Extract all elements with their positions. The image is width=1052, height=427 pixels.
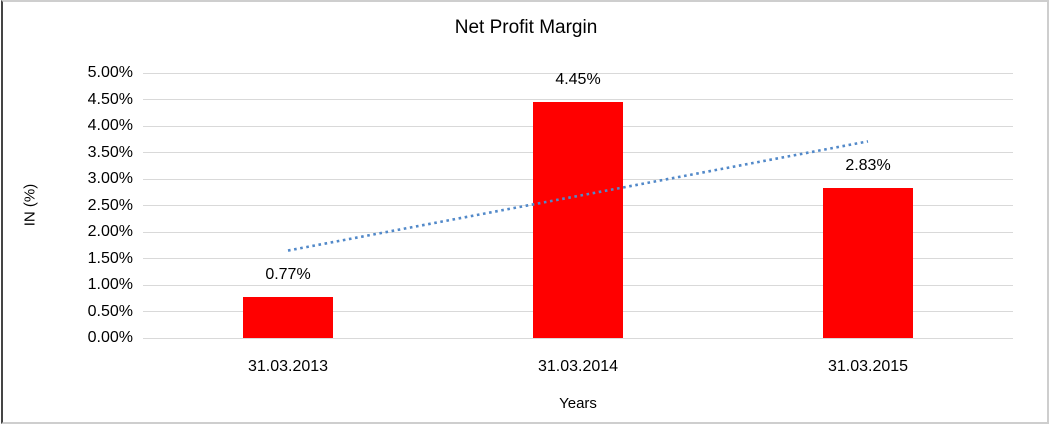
gridline <box>143 72 1013 74</box>
bar-data-label: 4.45% <box>555 71 601 89</box>
x-tick-label: 31.03.2014 <box>537 358 619 375</box>
bar-data-label: 2.83% <box>845 157 891 175</box>
chart-title: Net Profit Margin <box>454 17 598 38</box>
bar-data-label: 0.77% <box>265 266 311 284</box>
plot-area: 0.77% 4.45% 2.83% <box>143 71 1013 339</box>
y-tick-label: 1.50% <box>87 249 133 267</box>
y-axis-tick-labels: 0.00% 0.50% 1.00% 1.50% 2.00% 2.50% 3.00% 3.50%… <box>0 64 133 346</box>
y-tick-label: 4.50% <box>87 90 133 108</box>
bar-31.03.2015 <box>823 188 913 338</box>
x-axis-tick-labels: 31.03.2013 31.03.2014 31.03.2015 <box>143 358 1013 378</box>
y-tick-label: 0.50% <box>87 302 133 320</box>
y-tick-label: 1.00% <box>87 276 133 293</box>
bar-31.03.2014 <box>533 102 623 338</box>
y-tick-label: 0.00% <box>87 329 133 346</box>
trendline <box>287 140 869 252</box>
y-tick-label: 3.50% <box>87 143 133 161</box>
x-tick-label: 31.03.2013 <box>247 358 329 375</box>
y-tick-label: 4.00% <box>87 117 133 134</box>
x-axis-title: Years <box>559 395 597 412</box>
x-tick-label: 31.03.2015 <box>827 358 909 375</box>
y-tick-label: 5.00% <box>87 64 133 81</box>
gridline <box>143 337 1013 339</box>
y-tick-label: 2.00% <box>87 223 133 240</box>
bar-31.03.2013 <box>243 297 333 338</box>
y-tick-label: 2.50% <box>87 196 133 214</box>
gridline <box>143 99 1013 100</box>
y-tick-label: 3.00% <box>87 170 133 187</box>
